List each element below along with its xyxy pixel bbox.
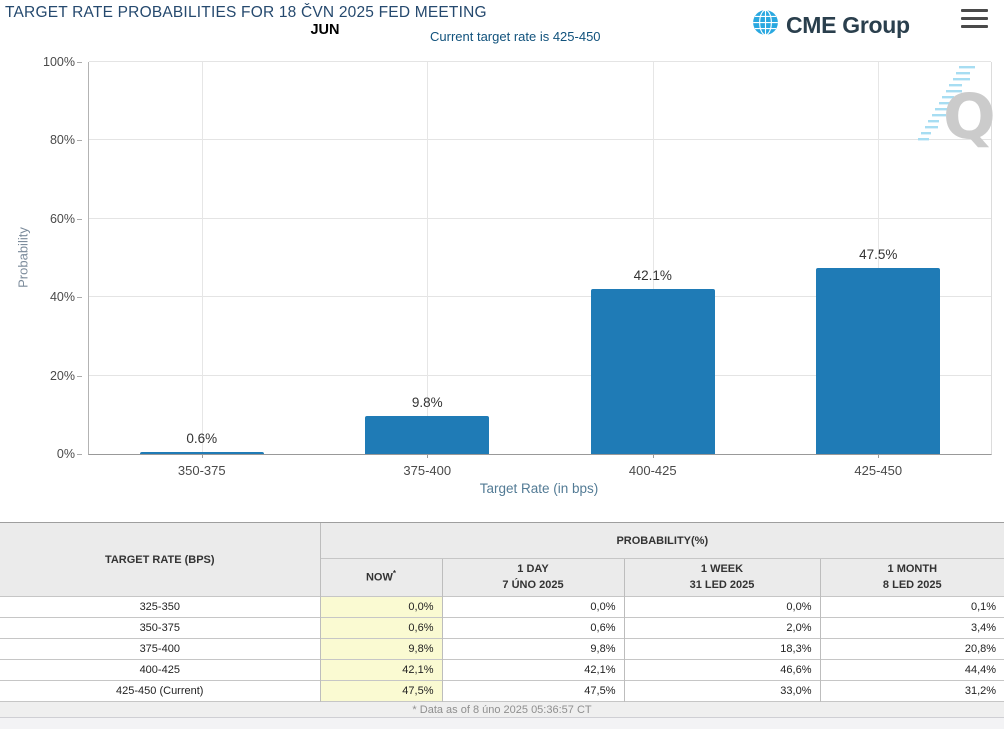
target-rate-cell: 325-350 [0,596,320,618]
table-row: 325-350 0,0% 0,0% 0,0% 0,1% [0,596,1004,618]
bar-value-label: 0.6% [186,430,218,446]
probability-bar[interactable] [590,288,715,454]
day-cell: 0,0% [441,596,624,618]
bar-group: 9.8% 375-400 [315,62,541,478]
v-gridline [878,62,880,454]
month-cell: 20,8% [819,638,1004,660]
table-footnote-row: * Data as of 8 úno 2025 05:36:57 CT [0,701,1004,717]
table-row: 375-400 9,8% 9,8% 18,3% 20,8% [0,638,1004,660]
week-cell: 18,3% [623,638,820,660]
day-cell: 42,1% [441,659,624,681]
x-tick-label: 375-400 [403,463,452,478]
h-gridline [89,296,991,298]
day-cell: 0,6% [441,617,624,639]
h-gridline [89,139,991,141]
bar-group: 42.1% 400-425 [540,62,766,478]
bar-slots: 0.6% 350-375 9.8% 375-400 42.1% 400-425 47.5% 4… [89,62,992,478]
week-cell: 46,6% [623,659,820,681]
x-tick [878,454,880,458]
cme-group-logo: CME Group [752,9,910,41]
menu-icon[interactable] [961,9,988,28]
probability-bar[interactable] [816,267,941,454]
h-gridline [89,61,991,62]
h-gridline [89,374,991,376]
x-tick [427,454,429,458]
month-cell: 44,4% [819,659,1004,681]
week-cell: 33,0% [623,680,820,702]
day-cell: 9,8% [441,638,624,660]
plot-area: 0.6% 350-375 9.8% 375-400 42.1% 400-425 47.5% 4… [88,61,992,478]
probability-group-header: PROBABILITY(%) [319,522,1004,559]
x-tick-label: 400-425 [628,463,677,478]
target-rate-cell: 350-375 [0,617,320,639]
x-tick [652,454,654,458]
bar-value-label: 47.5% [859,246,898,262]
now-cell: 0,6% [319,617,442,639]
table-row: 350-375 0,6% 0,6% 2,0% 3,4% [0,617,1004,639]
x-tick [201,454,203,458]
table-row: 400-425 42,1% 42,1% 46,6% 44,4% [0,659,1004,681]
probability-bar[interactable] [139,451,264,454]
day-cell: 47,5% [441,680,624,702]
probability-bar[interactable] [365,415,490,454]
y-tick-label: 60% [49,211,83,226]
month-cell: 31,2% [819,680,1004,702]
y-tick-label: 20% [49,368,83,383]
v-gridline [201,62,203,454]
target-rate-cell: 400-425 [0,659,320,681]
v-gridline [652,62,654,454]
week-cell: 2,0% [623,617,820,639]
y-tick-label: 0% [56,447,83,461]
month-cell: 0,1% [819,596,1004,618]
meeting-month-label: JUN [310,22,340,38]
now-cell: 47,5% [319,680,442,702]
col-header-now: NOW* [319,558,442,597]
col-header-1month: 1 MONTH 8 LED 2025 [819,558,1004,597]
page-title: TARGET RATE PROBABILITIES FOR 18 ČVN 202… [5,4,487,21]
v-gridline [427,62,429,454]
x-tick-label: 425-450 [854,463,903,478]
logo-text: CME Group [786,11,910,38]
y-tick-label: 80% [49,133,83,148]
col-header-1week: 1 WEEK 31 LED 2025 [623,558,820,597]
y-axis: 0% 20% 40% 60% 80% 100% [0,55,83,461]
table-row: 425-450 (Current) 47,5% 47,5% 33,0% 31,2… [0,680,1004,702]
data-as-of-note: * Data as of 8 úno 2025 05:36:57 CT [0,701,1004,717]
now-cell: 42,1% [319,659,442,681]
bottom-strip [0,717,1004,729]
h-gridline [89,217,991,219]
y-tick-label: 100% [43,55,82,69]
now-cell: 0,0% [319,596,442,618]
current-target-rate-note: Current target rate is 425-450 [430,29,601,44]
y-tick-label: 40% [49,290,83,305]
month-cell: 3,4% [819,617,1004,639]
probability-table: TARGET RATE (BPS) PROBABILITY(%) NOW* 1 … [0,522,1004,717]
x-tick-label: 350-375 [177,463,226,478]
target-rate-header: TARGET RATE (BPS) [0,522,320,597]
bar-value-label: 42.1% [633,267,672,283]
bar-value-label: 9.8% [411,394,443,410]
target-rate-cell: 375-400 [0,638,320,660]
target-rate-cell: 425-450 (Current) [0,680,320,702]
col-header-1day: 1 DAY 7 ÚNO 2025 [441,558,624,597]
week-cell: 0,0% [623,596,820,618]
x-axis-title: Target Rate (in bps) [479,481,599,496]
bar-group: 0.6% 350-375 [89,62,315,478]
globe-icon [752,9,779,41]
now-cell: 9,8% [319,638,442,660]
bar-group: 47.5% 425-450 [766,62,992,478]
